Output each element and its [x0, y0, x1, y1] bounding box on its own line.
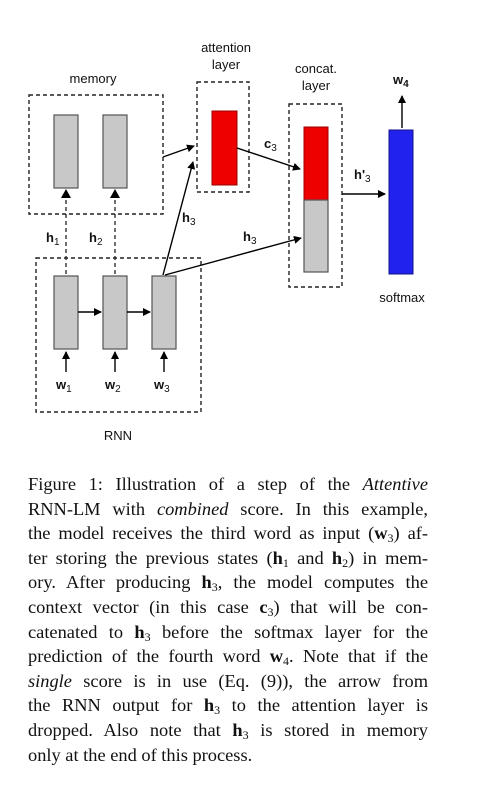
flow-arrows: h3 c3 h3 h'3 [162, 136, 386, 276]
caption-line: single score is in use (Eq. (9)), the ar… [28, 670, 428, 691]
h1-label: h1 [46, 230, 60, 248]
attention-label-line1: attention [201, 40, 251, 55]
h2-memory-arrowhead [110, 189, 120, 198]
memory-write-links: h1 h2 [46, 189, 120, 274]
h1-memory-arrowhead [61, 189, 71, 198]
c3-label: c3 [264, 136, 277, 154]
memory-cell-h1 [53, 114, 79, 189]
w4-label: w4 [392, 72, 409, 90]
rnn-block: RNN [35, 257, 202, 443]
caption-line: context vector (in this case c3) that wi… [28, 596, 428, 619]
rnn-cell-2 [102, 275, 128, 350]
softmax-layer: softmax w4 [379, 72, 425, 305]
hprime3-label: h'3 [354, 167, 371, 185]
caption-line: the RNN output for h3 to the attention l… [28, 695, 428, 718]
memory-dashed-box [28, 94, 164, 215]
concat-hidden-cell [303, 199, 329, 273]
memory-cell-h2 [102, 114, 128, 189]
concat-layer: concat. layer [288, 61, 343, 288]
rnn-cell-1 [53, 275, 79, 350]
caption-line: catenated to h3 before the softmax layer… [28, 621, 428, 644]
figure-caption: Figure 1: Illustration of a step of the … [28, 472, 428, 767]
caption-line: RNN-LM with combined score. In this exam… [28, 498, 428, 519]
attentive-rnn-lm-diagram: memory attention layer concat. layer sof… [28, 40, 425, 443]
attention-layer: attention layer [196, 40, 251, 193]
h3-to-attention-arrow [162, 161, 196, 276]
caption-line: ter storing the previous states (h1 and … [28, 547, 429, 570]
rnn-dashed-box [35, 257, 202, 413]
attention-label-line2: layer [212, 57, 241, 72]
h3-to-concat-arrow [164, 235, 302, 276]
w2-label: w2 [104, 377, 121, 395]
w1-label: w1 [55, 377, 72, 395]
attention-cell [211, 110, 238, 186]
memory-to-attention-arrow [162, 144, 195, 158]
h2-label: h2 [89, 230, 103, 248]
caption-line: the model receives the third word as inp… [28, 523, 428, 546]
concat-context-cell [303, 126, 329, 201]
caption-line: dropped. Also note that h3 is stored in … [28, 719, 428, 742]
concat-dashed-box [288, 103, 343, 288]
w3-label: w3 [153, 377, 170, 395]
caption-line: Figure 1: Illustration of a step of the … [28, 474, 428, 494]
inputs: w1 w2 w3 [55, 351, 170, 395]
context-to-concat-arrow [236, 147, 301, 171]
caption-line: ory. After producing h3, the model compu… [28, 572, 429, 595]
h3-attention-label: h3 [182, 210, 196, 228]
caption-line: prediction of the fourth word w4. Note t… [28, 646, 429, 669]
rnn-label: RNN [104, 428, 132, 443]
caption-line: only at the end of this process. [28, 744, 253, 765]
softmax-label: softmax [379, 290, 425, 305]
memory-label: memory [70, 71, 117, 86]
rnn-cell-3 [151, 275, 177, 350]
attention-dashed-box [196, 81, 250, 193]
memory-block: memory [28, 71, 164, 215]
concat-label-line1: concat. [295, 61, 337, 76]
concat-label-line2: layer [302, 78, 331, 93]
h3-concat-label: h3 [243, 229, 257, 247]
softmax-cell [388, 129, 414, 275]
